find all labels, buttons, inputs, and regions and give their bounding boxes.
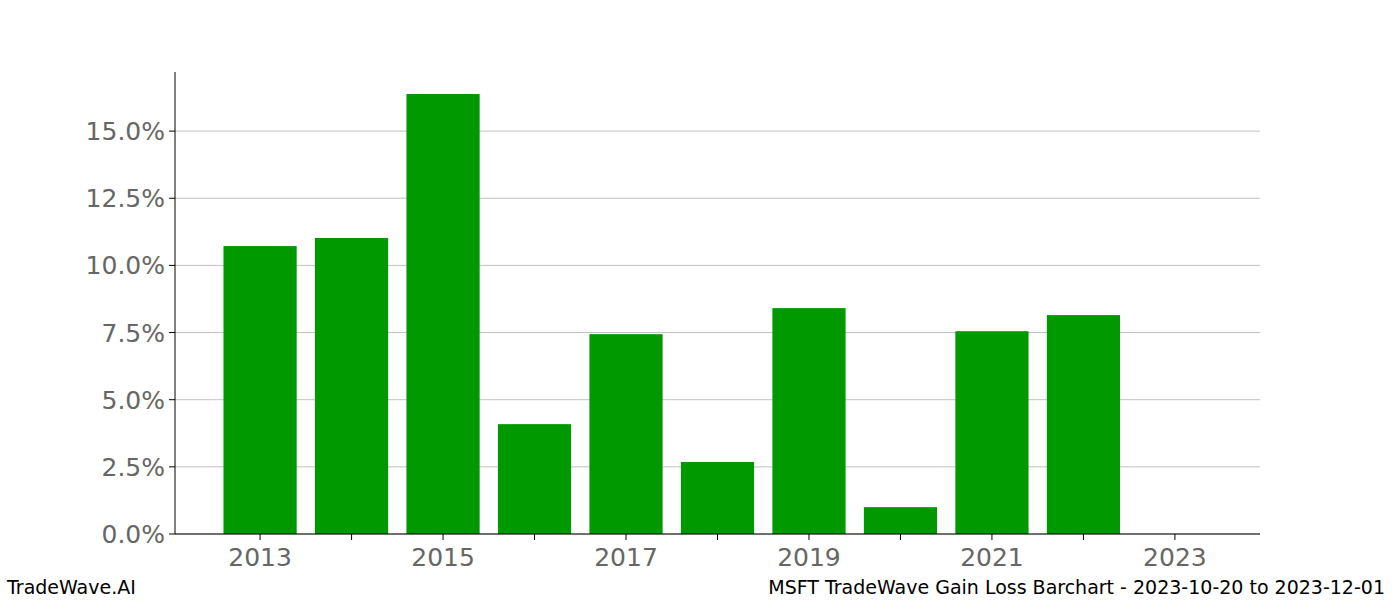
bar [1047,315,1120,534]
annotation: TradeWave.AI [6,576,136,598]
x-tick [443,534,444,540]
x-tick [351,534,352,540]
y-axis [175,72,176,534]
y-tick [169,332,175,333]
y-tick [169,131,175,132]
title: MSFT TradeWave Gain Loss Barchart - 2023… [768,576,1385,598]
x-tick-label: 2023 [1143,543,1207,572]
x-tick [900,534,901,540]
x-tick [808,534,809,540]
bar [498,424,571,534]
bars [223,94,1120,534]
x-tick [717,534,718,540]
y-tick [169,399,175,400]
x-tick-label: 2015 [411,543,475,572]
x-tick [991,534,992,540]
x-tick [626,534,627,540]
y-tick [169,265,175,266]
chart: 0.0% 2.5% 5.0% 7.5% 10.0% 12.5% 15.0% 2013 2015 2… [0,0,1400,600]
bar [315,238,388,534]
grid-line [175,534,1260,535]
bar [772,308,845,534]
y-tick-label: 15.0% [86,117,165,146]
y-tick-label: 0.0% [101,520,165,549]
grid-line [175,131,1260,132]
bar [223,246,296,534]
y-tick [169,198,175,199]
x-tick [1174,534,1175,540]
bar [955,331,1028,534]
grid-line [175,198,1260,199]
x-tick-label: 2013 [228,543,292,572]
x-tick-label: 2021 [960,543,1024,572]
x-tick [260,534,261,540]
y-tick [169,534,175,535]
y-tick [169,466,175,467]
y-tick-label: 12.5% [86,184,165,213]
y-tick-label: 2.5% [101,453,165,482]
x-tick [534,534,535,540]
x-tick-label: 2017 [594,543,658,572]
y-tick-label: 5.0% [101,386,165,415]
x-tick-label: 2019 [777,543,841,572]
x-axis [175,534,1260,535]
bar [681,462,754,534]
y-tick-label: 7.5% [101,319,165,348]
bar [589,334,662,534]
y-tick-label: 10.0% [86,251,165,280]
bar [864,507,937,534]
x-tick [1083,534,1084,540]
bar [406,94,479,534]
